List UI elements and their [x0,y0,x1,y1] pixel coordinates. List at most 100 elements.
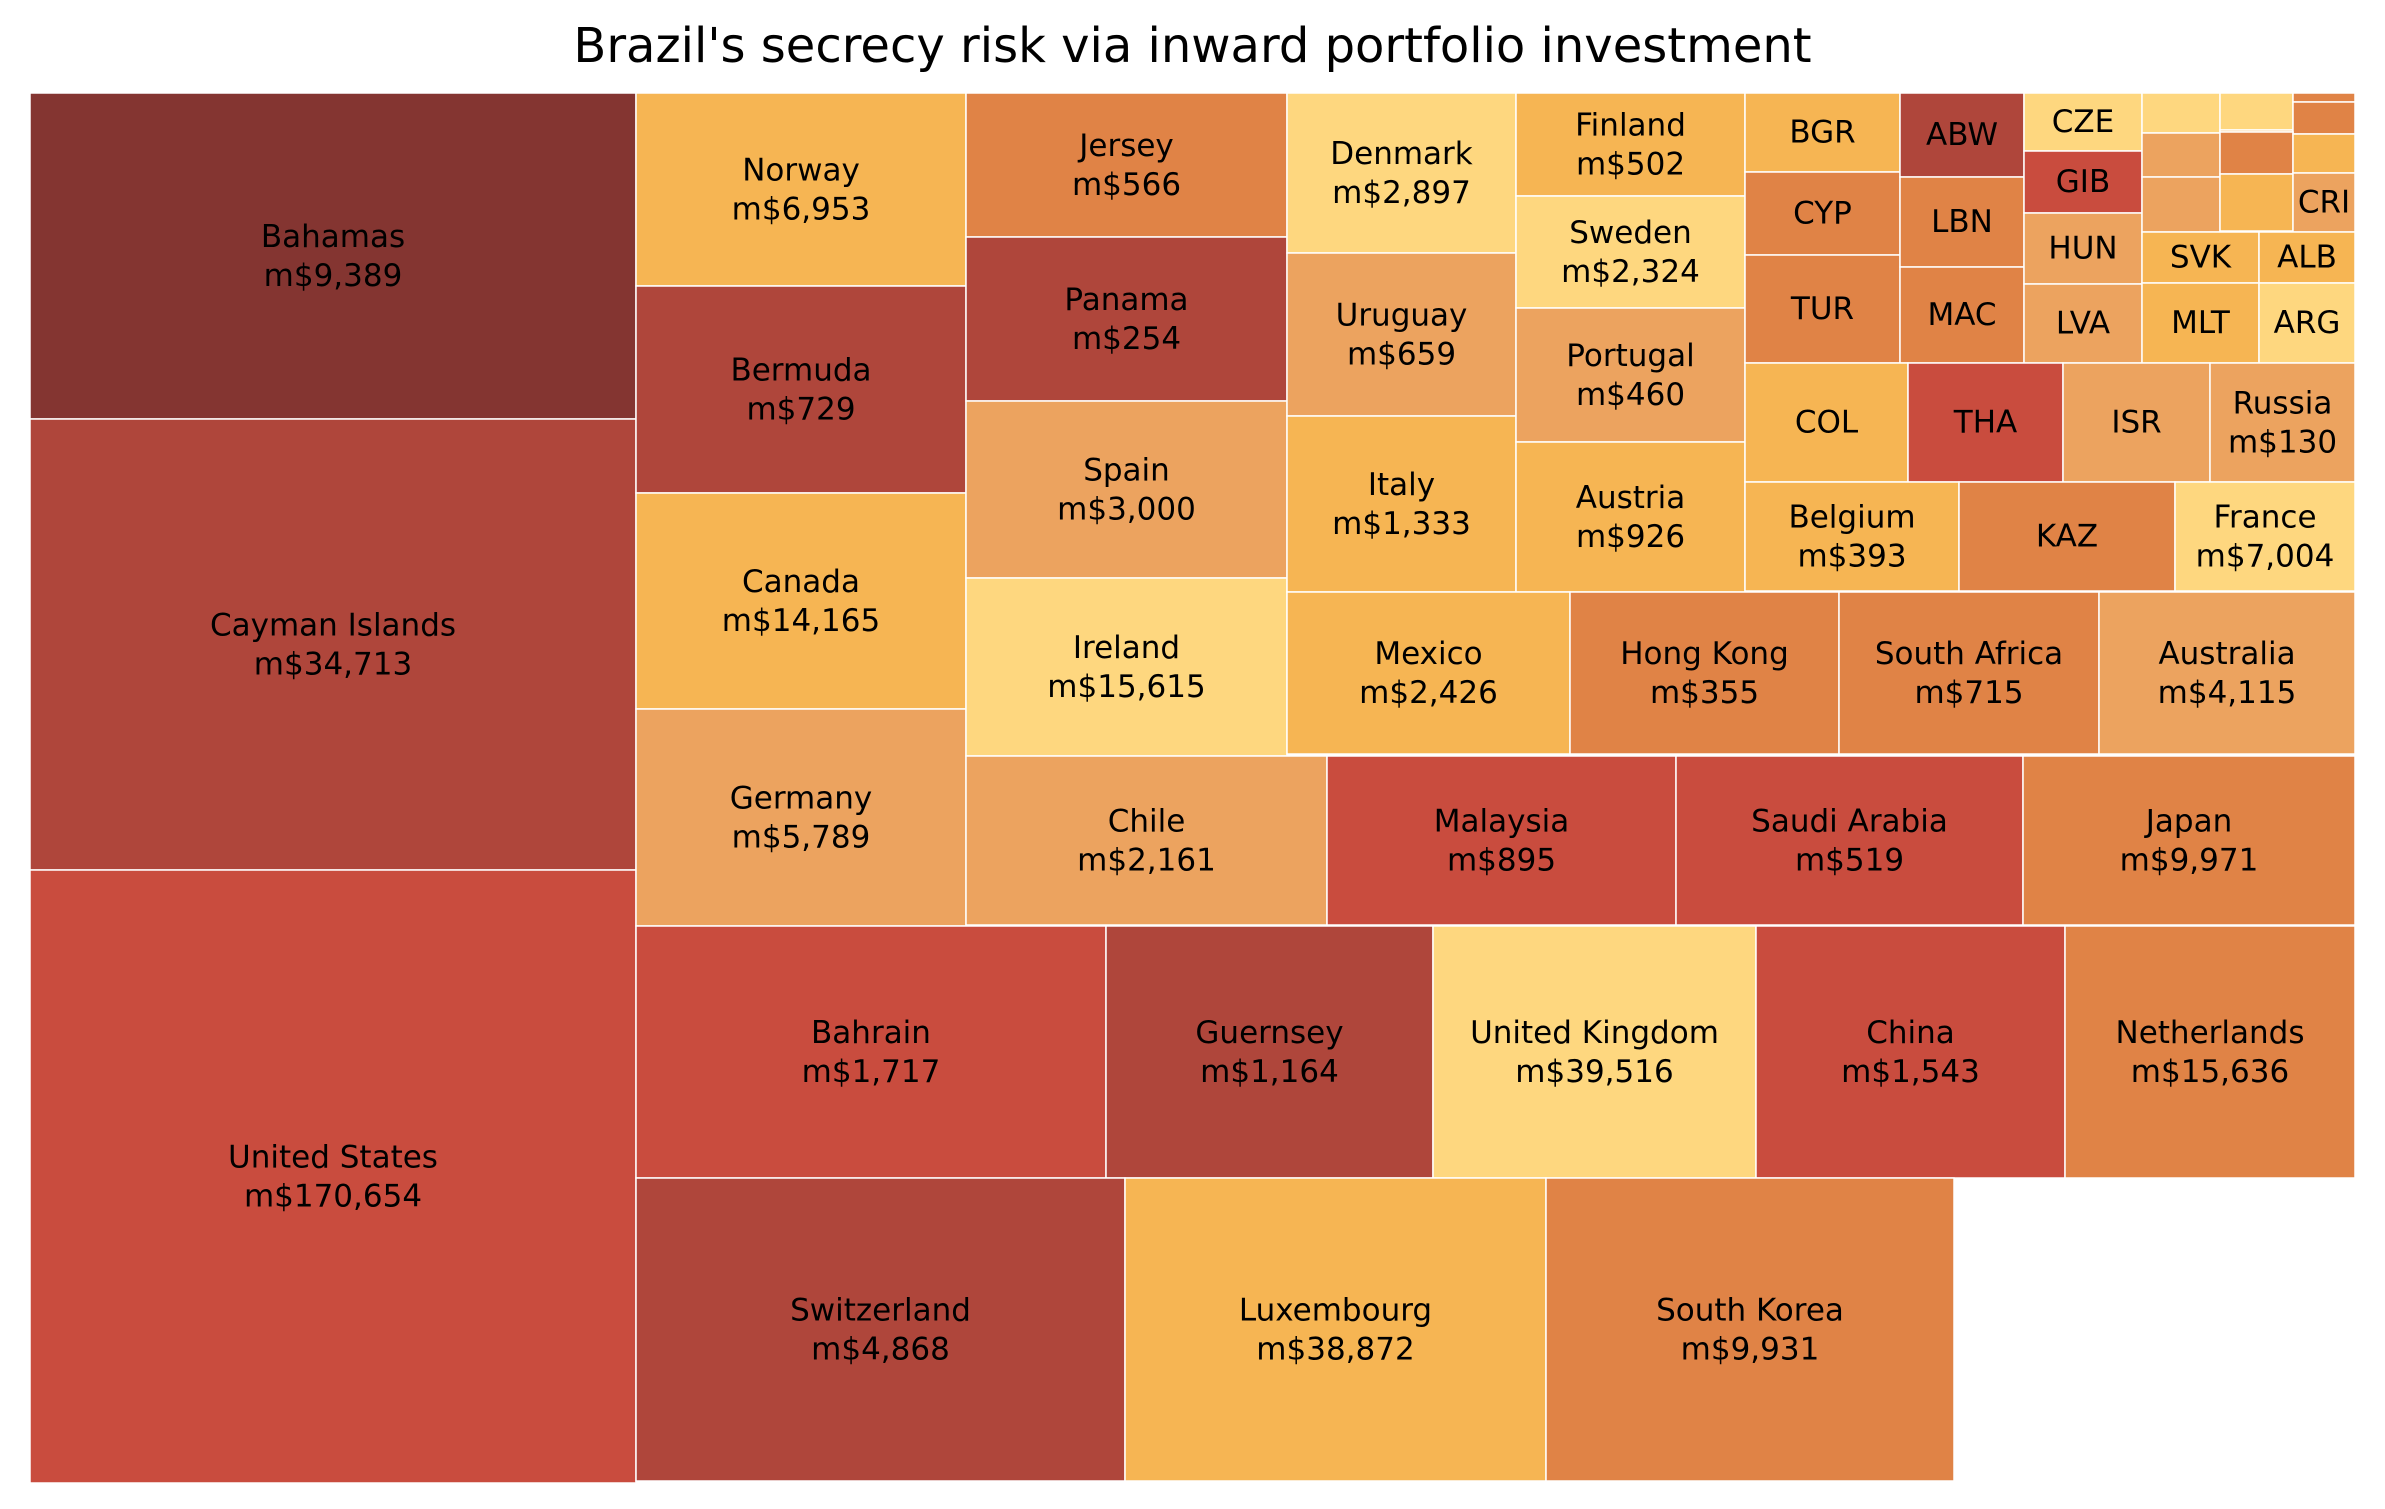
tile-value: m$729 [746,392,855,428]
tile-label: CRI [2298,185,2350,221]
tile-kaz: KAZ [1958,481,2176,592]
tile-unlabeled-33 [2141,132,2221,178]
tile-tha: THA [1907,362,2064,483]
tile-label: Jersey [1077,128,1174,164]
tile-unlabeled-29 [2219,92,2294,131]
tile-rect [965,92,1288,238]
tile-svk: SVK [2141,231,2260,284]
tile-rect [2022,755,2356,926]
tile-label: Bahamas [261,219,405,255]
tile-rect [1326,755,1677,926]
tile-label: CZE [2052,104,2114,140]
tile-rect [1515,92,1746,197]
tile-tur: TUR [1744,254,1901,364]
tile-label: Germany [730,781,872,817]
tile-rect [965,577,1288,757]
tile-label: Italy [1368,467,1435,503]
tile-value: m$393 [1797,539,1906,575]
tile-rect [2258,231,2356,284]
tile-rect [2141,92,2221,134]
tile-rect [2062,362,2211,483]
tile-value: m$6,953 [732,192,871,228]
tile-rect [1899,266,2025,364]
tile-label: KAZ [2036,519,2098,555]
tile-label: CYP [1793,196,1852,232]
tile-rect [2258,282,2356,364]
tile-rect [1286,415,1517,593]
tile-value: m$4,115 [2158,675,2297,711]
tile-rect [1744,171,1901,256]
tile-unlabeled-31 [2292,92,2356,103]
tile-value: m$895 [1447,843,1556,879]
tile-label: Austria [1576,480,1686,516]
tile-rect [2064,925,2356,1179]
tile-rect [29,418,637,871]
tile-rect [635,1177,1126,1482]
tile-isr: ISR [2062,362,2211,483]
tile-value: m$15,615 [1047,669,1205,705]
tile-label: TUR [1790,291,1854,327]
tile-rect [1838,591,2100,755]
tile-label: United Kingdom [1470,1015,1719,1051]
tile-alb: ALB [2258,231,2356,284]
tile-rect [1675,755,2024,926]
tile-label: Spain [1083,453,1170,489]
tile-mac: MAC [1899,266,2025,364]
tile-label: South Korea [1656,1293,1844,1329]
tile-value: m$39,516 [1515,1054,1673,1090]
tile-label: China [1866,1015,1955,1051]
tile-value: m$14,165 [722,603,880,639]
tile-value: m$2,426 [1359,675,1498,711]
tile-label: THA [1953,405,2017,441]
tile-label: Australia [2158,636,2295,672]
tile-rect [1515,195,1746,309]
tile-rect [1286,92,1517,254]
tile-label: ALB [2277,240,2337,276]
tile-label: LVA [2056,306,2110,342]
tile-value: m$460 [1576,377,1685,413]
tile-rect [2141,282,2260,364]
tile-rect [1432,925,1757,1179]
tile-rect [1569,591,1840,755]
tile-unlabeled-28 [2141,92,2221,134]
tile-rect [1286,252,1517,417]
tile-value: m$3,000 [1057,492,1196,528]
tile-label: Guernsey [1195,1015,1343,1051]
tile-rect [2174,481,2356,592]
tile-col: COL [1744,362,1909,483]
tile-label: Denmark [1330,136,1473,172]
tile-label: HUN [2048,231,2117,267]
tile-label: Ireland [1073,630,1180,666]
tile-rect [1515,441,1746,593]
tile-rect [965,236,1288,402]
tile-label: Saudi Arabia [1751,804,1948,840]
tile-rect [1744,92,1901,173]
tile-label: Cayman Islands [210,608,456,644]
tile-value: m$519 [1795,843,1904,879]
tile-label: COL [1795,405,1859,441]
tile-value: m$2,324 [1561,254,1700,290]
tile-label: Chile [1108,804,1186,840]
tile-rect [2219,131,2294,175]
tile-label: Malaysia [1434,804,1569,840]
